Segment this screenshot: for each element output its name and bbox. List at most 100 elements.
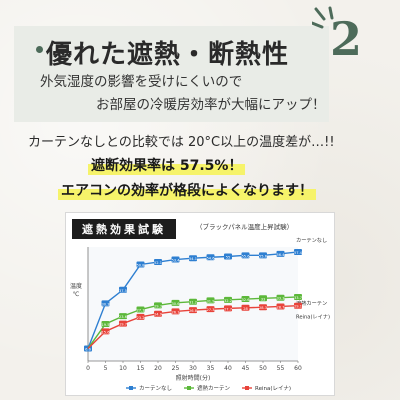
bullet-dot: [36, 46, 43, 53]
line-chart: 0 5 10 15 20 25 30 35 40 45 50 55 60 照射時間(分) 温度℃ 6.6 30.…: [70, 237, 330, 392]
series-end-label-0: カーテンなし: [296, 237, 327, 244]
y-axis-label: 温度: [70, 282, 82, 290]
x-tick-label: 50: [259, 365, 267, 372]
data-label-2: 23.2: [136, 316, 144, 320]
data-point-1: [171, 299, 180, 306]
series-end-label-1: 遮熱カーテン: [296, 299, 327, 307]
data-label-1: 23.6: [119, 315, 128, 319]
data-point-2: [119, 320, 127, 327]
data-point-1: [241, 296, 250, 303]
chart-note: （ブラックパネル温度上昇試験）: [196, 223, 294, 231]
data-point-2: [101, 328, 110, 335]
data-point-0: [154, 259, 162, 266]
data-label-2: 26.8: [189, 309, 198, 313]
y-axis-label-unit: ℃: [73, 291, 80, 298]
chart-title: 遮熱効果試験: [72, 219, 176, 239]
data-point-2: [154, 310, 162, 317]
subtitle-line-2: お部屋の冷暖房効率が大幅にアップ！: [96, 97, 326, 113]
legend-marker-2: [245, 386, 249, 390]
data-point-0: [101, 300, 110, 307]
data-point-0: [259, 252, 267, 259]
data-point-0: [241, 252, 250, 259]
x-tick-label: 5: [104, 365, 108, 372]
data-label-0: 57.4: [294, 251, 303, 255]
data-point-1: [154, 302, 162, 309]
data-label-0: 6.6: [85, 347, 91, 351]
data-label-1: 29.3: [154, 304, 162, 308]
chart-frame: 0 5 10 15 20 25 30 35 40 45 50 55 60 照射時間(分) 温度 ℃ 6.6 30.…: [65, 212, 335, 396]
data-point-1: [259, 295, 267, 302]
data-point-2: [276, 303, 285, 310]
data-point-2: [224, 305, 232, 312]
legend-marker-1: [187, 386, 191, 390]
data-point-2: [259, 304, 267, 311]
data-label-0: 55.6: [259, 254, 268, 258]
data-label-2: 27.7: [224, 307, 232, 311]
x-tick-label: 30: [189, 365, 197, 372]
data-label-0: 55.6: [241, 254, 250, 258]
data-label-1: 27.1: [136, 309, 144, 313]
data-point-1: [119, 313, 127, 320]
x-tick-label: 10: [119, 365, 127, 372]
x-tick-label: 25: [172, 365, 180, 372]
data-label-0: 55: [226, 256, 231, 260]
data-point-0: [206, 254, 215, 261]
data-label-1: 32.6: [241, 298, 250, 302]
section-number: 2: [330, 12, 363, 66]
x-tick-label: 20: [154, 365, 162, 372]
data-label-1: 32.2: [224, 299, 232, 303]
data-point-1: [101, 320, 110, 327]
data-label-2: 15.6: [101, 330, 110, 334]
data-label-1: 33: [261, 297, 266, 301]
data-label-2: 27.3: [206, 308, 214, 312]
data-point-1: [276, 294, 285, 301]
x-tick-label: 35: [207, 365, 215, 372]
data-label-2: 24.9: [154, 313, 163, 317]
x-axis-label: 照射時間(分): [176, 374, 211, 382]
data-label-1: 19.5: [101, 323, 109, 327]
x-tick-label: 55: [277, 365, 285, 372]
data-point-2: [294, 302, 302, 309]
data-label-1: 33.3: [276, 297, 284, 301]
data-label-0: 30.3: [101, 302, 109, 306]
data-label-2: 28.3: [259, 306, 267, 310]
data-label-1: 31.2: [189, 301, 197, 305]
data-point-1: [136, 306, 145, 313]
x-tick-label: 40: [224, 365, 232, 372]
title-panel: [14, 26, 329, 122]
data-label-2: 29.1: [294, 305, 302, 309]
x-tick-label: 60: [294, 365, 302, 372]
data-label-0: 52.1: [154, 261, 162, 265]
comparison-text: カーテンなしとの比較では 20°C以上の温度差が…!!: [28, 135, 335, 150]
data-point-2: [189, 307, 197, 314]
highlight-aircon: エアコンの効率が格段によくなります！: [58, 180, 316, 200]
data-label-0: 56.4: [276, 253, 285, 257]
data-point-0: [119, 286, 127, 293]
data-point-0: [189, 255, 197, 262]
x-tick-label: 15: [137, 365, 145, 372]
data-label-0: 54.6: [206, 256, 215, 260]
data-label-2: 19.7: [119, 323, 127, 327]
data-label-2: 28: [243, 307, 248, 311]
data-label-1: 30.6: [171, 302, 180, 306]
data-label-2: 28.7: [276, 305, 284, 309]
data-point-0: [171, 256, 180, 263]
data-label-1: 31.9: [206, 299, 215, 303]
data-point-0: [136, 261, 145, 268]
data-point-1: [206, 297, 215, 304]
legend-label-2: Reina(レイナ): [255, 385, 291, 392]
x-tick-label: 45: [242, 365, 250, 372]
x-tick-label: 0: [86, 365, 90, 372]
series-end-label-2: Reina(レイナ): [296, 314, 330, 321]
page-title: 優れた遮熱・断熱性: [46, 40, 290, 70]
data-point-0: [276, 250, 285, 257]
data-label-0: 54.1: [189, 257, 197, 261]
data-label-0: 37.5: [119, 289, 127, 293]
data-point-1: [224, 296, 232, 303]
highlight-efficiency: 遮断効果率は 57.5%！: [88, 155, 246, 175]
data-label-0: 50.8: [136, 263, 145, 267]
data-point-1: [294, 293, 302, 300]
data-point-0: [294, 248, 302, 255]
data-point-0: [224, 253, 232, 260]
data-point-2: [241, 304, 250, 311]
